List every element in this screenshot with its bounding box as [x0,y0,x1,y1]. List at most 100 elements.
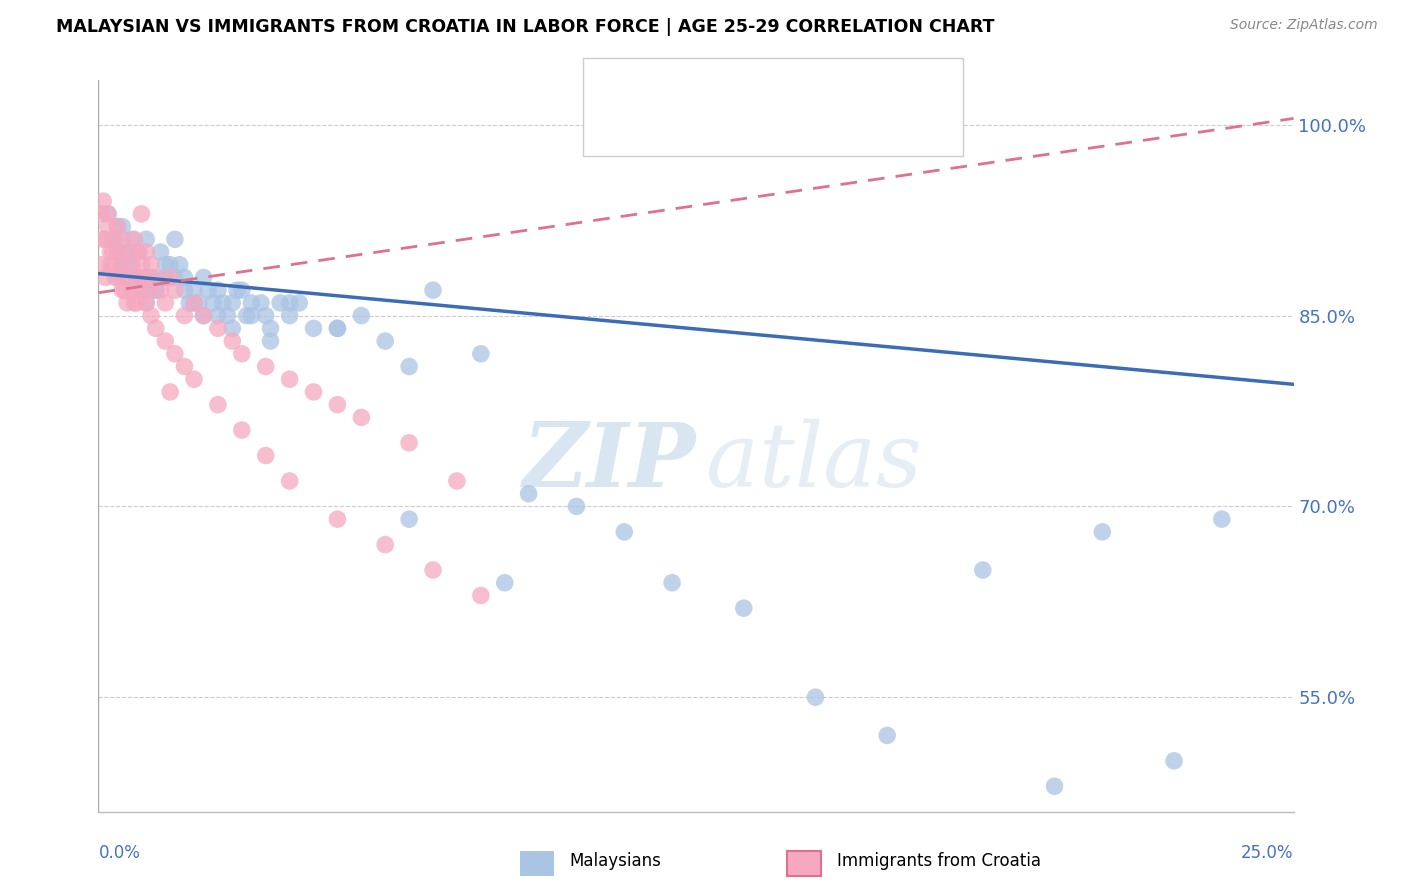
Point [125,270,148,285]
Point [115,258,138,272]
Point [131,270,153,285]
Point [135,296,157,310]
Point [124,232,146,246]
Point [101,232,124,246]
Point [876,728,898,742]
Text: MALAYSIAN VS IMMIGRANTS FROM CROATIA IN LABOR FORCE | AGE 25-29 CORRELATION CHAR: MALAYSIAN VS IMMIGRANTS FROM CROATIA IN … [56,18,994,36]
Text: 0.0%: 0.0% [98,844,141,862]
Point [149,283,172,297]
Point [145,283,167,297]
Point [155,258,177,272]
Point [240,296,263,310]
Point [125,245,148,260]
Point [97,219,120,234]
Point [111,258,134,272]
Point [107,219,129,234]
Point [139,270,162,285]
Point [207,283,229,297]
Point [131,283,153,297]
Point [259,321,281,335]
Point [254,449,277,463]
Text: R = -0.129   N = 80: R = -0.129 N = 80 [644,78,844,98]
Point [163,283,186,297]
Point [121,283,143,297]
Point [139,270,162,285]
Point [145,321,167,335]
Point [125,270,148,285]
Point [173,359,195,374]
Point [115,270,138,285]
Point [121,232,143,246]
Point [350,410,373,425]
Point [98,258,122,272]
Point [97,207,120,221]
Text: Malaysians: Malaysians [569,852,661,870]
Point [101,245,124,260]
Point [121,258,143,272]
Point [374,538,396,552]
Point [121,258,143,272]
Point [207,398,229,412]
Point [173,283,195,297]
Point [139,258,162,272]
Point [107,219,129,234]
Point [494,575,516,590]
Point [398,512,420,526]
Point [254,309,277,323]
Point [217,309,239,323]
Point [278,309,301,323]
Point [183,296,205,310]
Point [197,283,219,297]
Point [278,296,301,310]
Point [173,309,195,323]
Point [104,270,127,285]
Point [135,245,157,260]
Point [131,283,153,297]
Point [1091,524,1114,539]
Point [131,207,153,221]
Point [202,296,225,310]
Point [155,296,177,310]
Point [111,270,134,285]
Point [211,296,233,310]
Point [374,334,396,348]
Point [250,296,273,310]
Point [517,486,540,500]
Point [207,309,229,323]
Point [398,435,420,450]
Point [111,232,134,246]
Point [90,207,112,221]
Point [398,359,420,374]
Point [111,283,134,297]
Point [470,347,492,361]
Point [145,283,167,297]
Point [231,347,253,361]
Point [163,232,186,246]
Point [183,283,205,297]
Point [159,270,181,285]
Point [183,296,205,310]
Point [240,309,263,323]
Text: Immigrants from Croatia: Immigrants from Croatia [837,852,1040,870]
Point [470,589,492,603]
Point [972,563,994,577]
Point [115,296,138,310]
Point [183,372,205,386]
Point [422,283,444,297]
Point [135,296,157,310]
Point [231,423,253,437]
Point [159,258,181,272]
Point [221,334,243,348]
Point [111,258,134,272]
Point [94,232,117,246]
Point [173,270,195,285]
Point [114,283,136,297]
Point [254,359,277,374]
Point [131,258,153,272]
Point [138,283,160,297]
Point [1211,512,1233,526]
Point [804,690,827,705]
Point [193,270,215,285]
Point [97,207,120,221]
Point [179,296,201,310]
